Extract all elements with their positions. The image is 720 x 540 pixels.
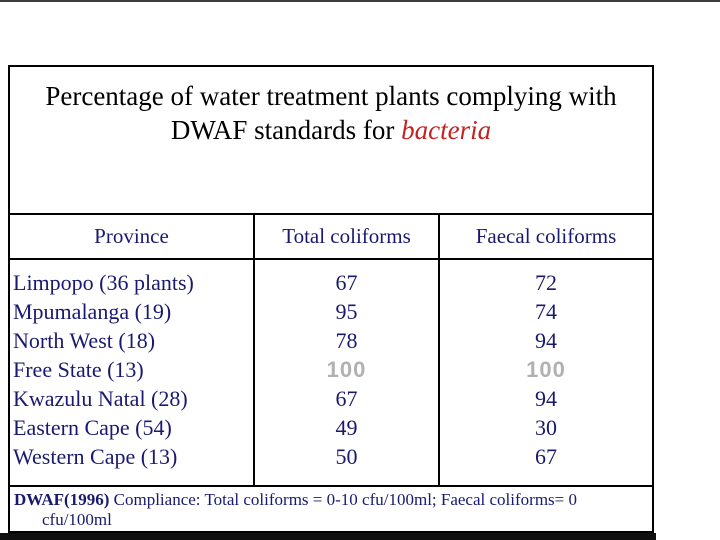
faecal-coliforms-cell: 72 74 94 100 94 30 67 bbox=[440, 260, 652, 485]
column-header-faecal-coliforms: Faecal coliforms bbox=[440, 215, 652, 260]
total-coliforms-value: 67 bbox=[335, 386, 358, 411]
column-header-province: Province bbox=[10, 215, 253, 260]
province-cell: Limpopo (36 plants) Mpumalanga (19) North … bbox=[10, 260, 253, 485]
province-name: Mpumalanga (19) bbox=[13, 299, 172, 324]
title-line-2: DWAF standards for bacteria bbox=[10, 113, 652, 147]
province-name: North West (18) bbox=[13, 328, 156, 353]
total-coliforms-value: 78 bbox=[335, 328, 358, 353]
total-coliforms-value: 67 bbox=[335, 270, 358, 295]
total-coliforms-value: 50 bbox=[335, 444, 358, 469]
faecal-coliforms-value: 94 bbox=[535, 328, 557, 353]
footnote: DWAF(1996) Compliance: Total coliforms =… bbox=[10, 485, 652, 531]
faecal-coliforms-value: 72 bbox=[535, 270, 557, 295]
column-header-total-coliforms: Total coliforms bbox=[253, 215, 440, 260]
slide-bottom-bar bbox=[0, 533, 656, 540]
slide-top-edge bbox=[0, 0, 720, 2]
province-name: Western Cape (13) bbox=[13, 444, 178, 469]
faecal-coliforms-value: 100 bbox=[526, 357, 566, 382]
slide-title: Percentage of water treatment plants com… bbox=[10, 67, 652, 215]
faecal-coliforms-value: 94 bbox=[535, 386, 557, 411]
total-coliforms-value: 95 bbox=[335, 299, 358, 324]
province-name: Kwazulu Natal (28) bbox=[13, 386, 188, 411]
footnote-line-1: DWAF(1996) Compliance: Total coliforms =… bbox=[14, 490, 646, 510]
title-line-1: Percentage of water treatment plants com… bbox=[45, 81, 617, 111]
total-coliforms-value: 100 bbox=[326, 357, 367, 382]
province-name: Free State (13) bbox=[13, 357, 144, 382]
province-name: Eastern Cape (54) bbox=[13, 415, 172, 440]
compliance-table: Percentage of water treatment plants com… bbox=[8, 65, 654, 533]
footnote-line-1-rest: Compliance: Total coliforms = 0-10 cfu/1… bbox=[109, 490, 577, 509]
faecal-coliforms-value: 67 bbox=[535, 444, 557, 469]
total-coliforms-cell: 67 95 78 100 67 49 50 bbox=[253, 260, 440, 485]
title-emphasis-bacteria: bacteria bbox=[401, 115, 492, 145]
province-name: Limpopo (36 plants) bbox=[13, 270, 194, 295]
total-coliforms-value: 49 bbox=[335, 415, 358, 440]
title-line-2-prefix: DWAF standards for bbox=[170, 115, 402, 145]
faecal-coliforms-value: 30 bbox=[535, 415, 557, 440]
footnote-line-2: cfu/100ml bbox=[42, 510, 112, 529]
faecal-coliforms-value: 74 bbox=[535, 299, 557, 324]
footnote-source: DWAF(1996) bbox=[14, 490, 110, 509]
